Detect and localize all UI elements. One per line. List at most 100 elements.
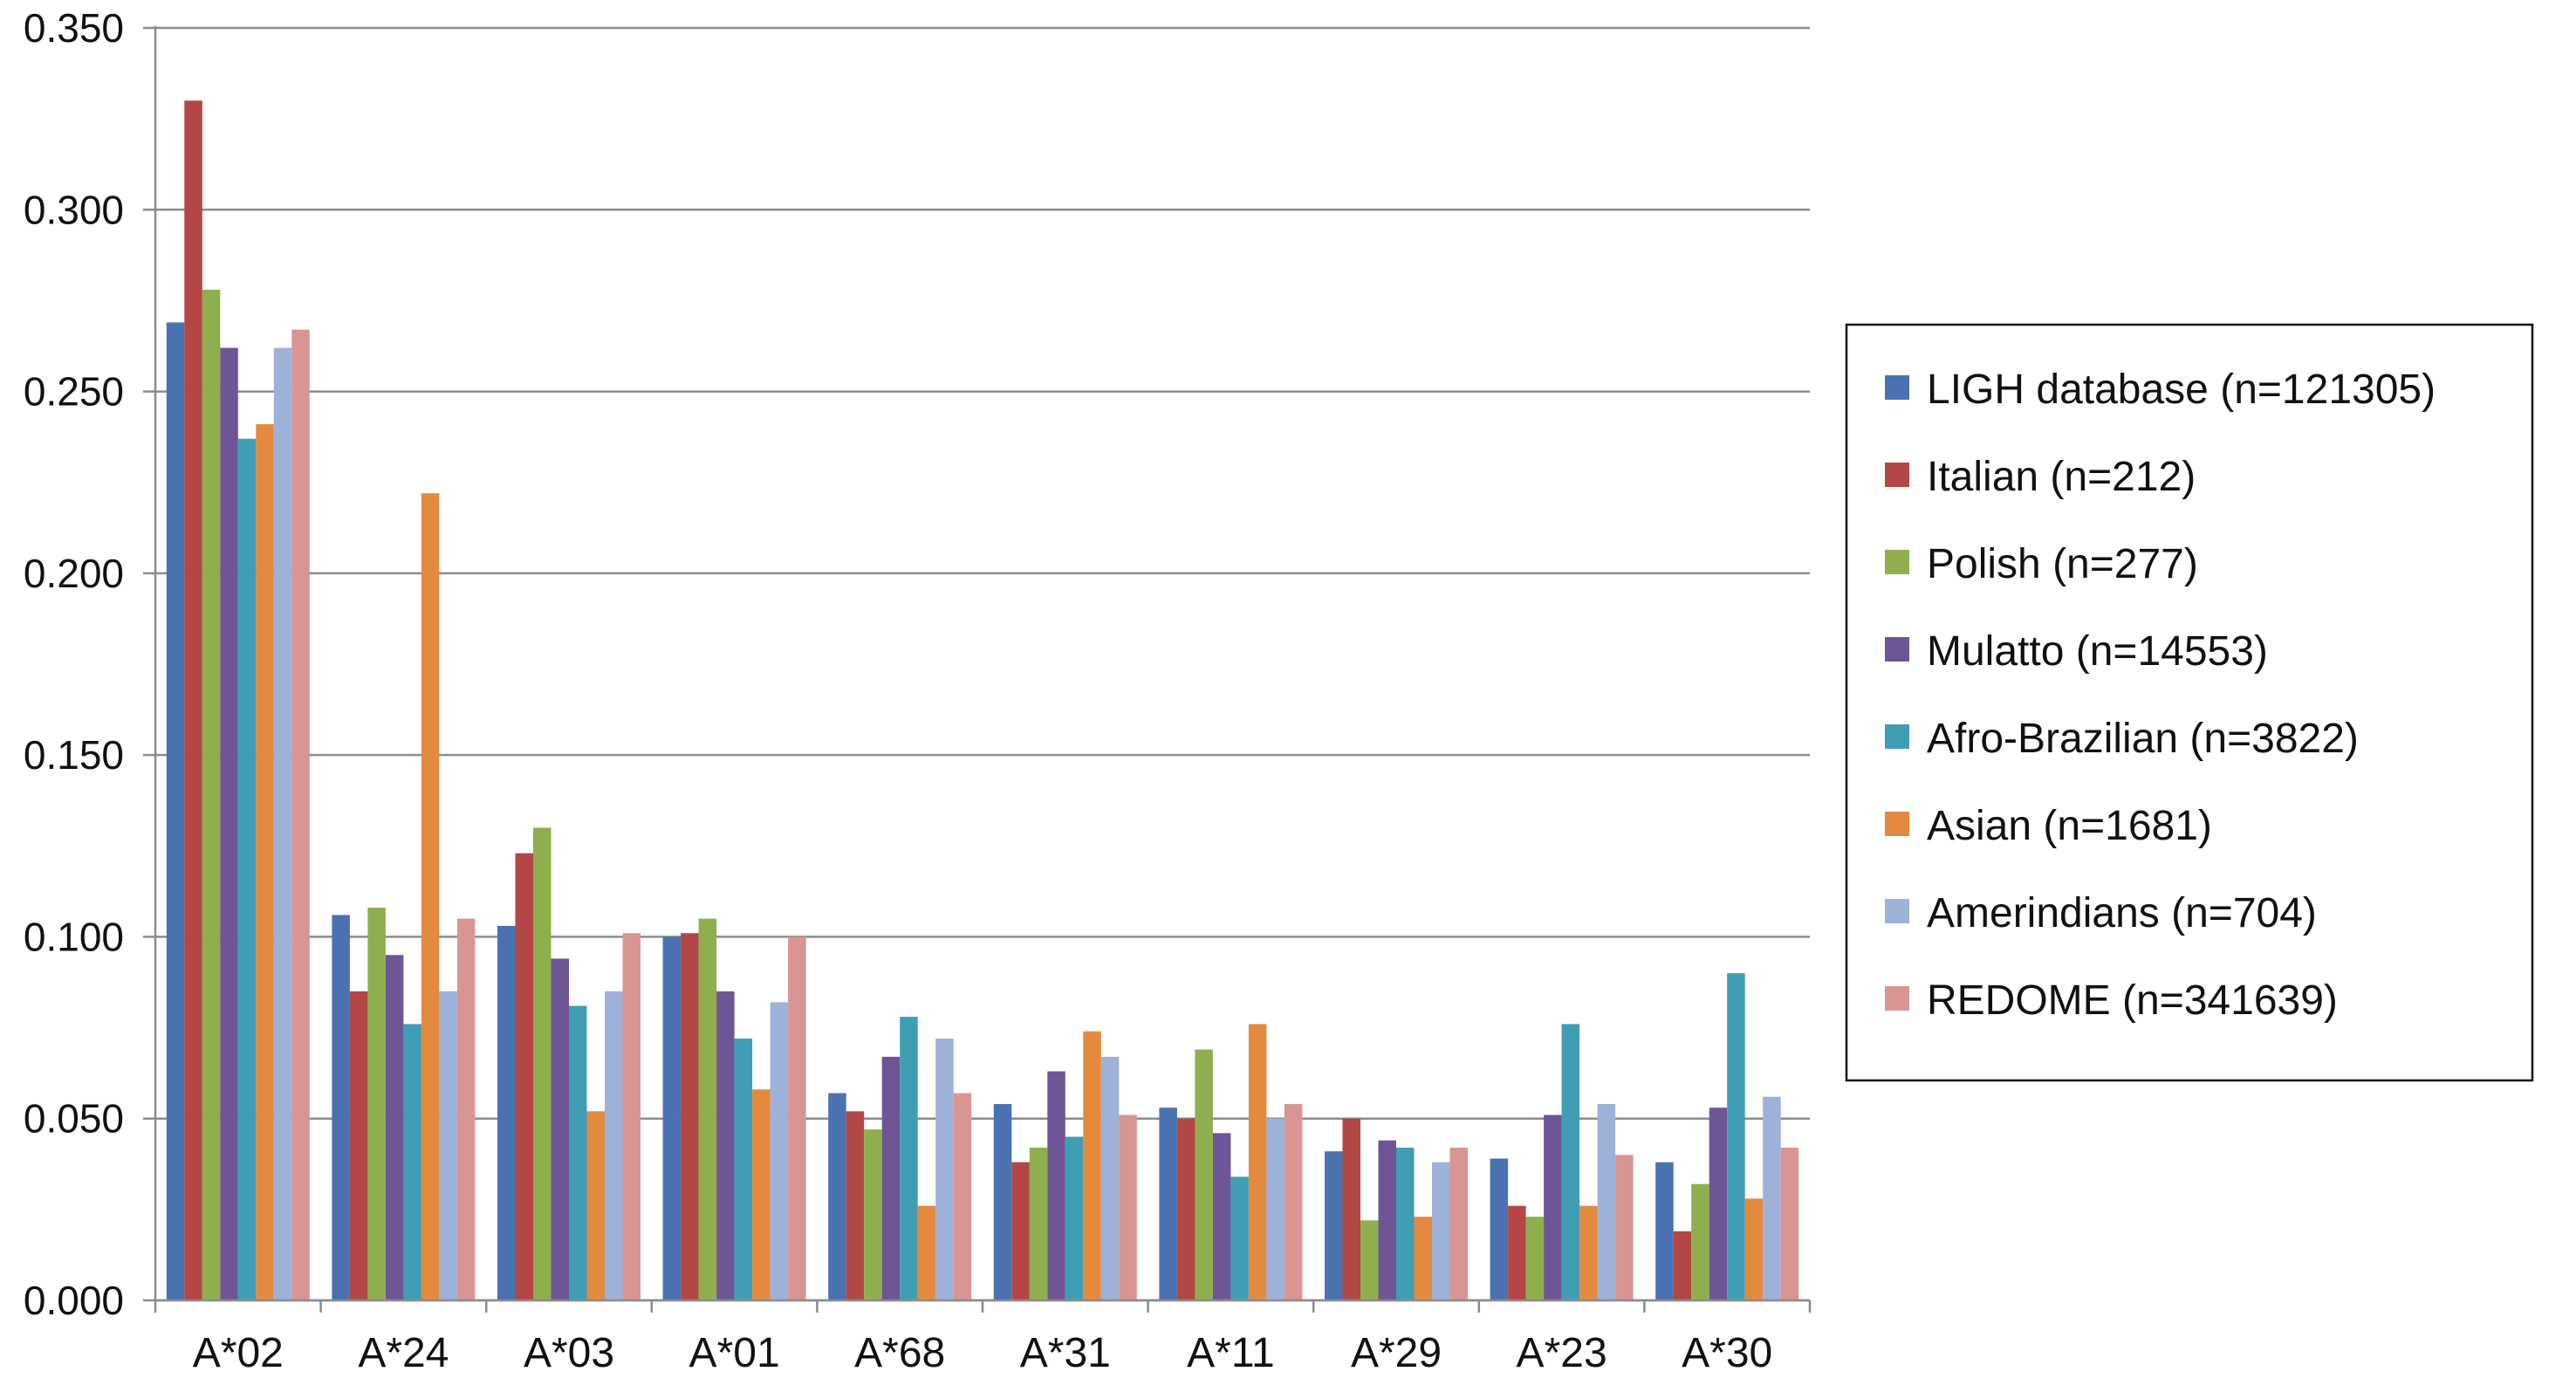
bar-A03-series-5 (586, 1111, 605, 1300)
bar-A24-series-2 (367, 908, 386, 1300)
legend-swatch (1885, 986, 1909, 1011)
bar-A02-series-4 (237, 438, 257, 1300)
bar-A23-series-7 (1615, 1155, 1634, 1300)
bar-A31-series-3 (1047, 1071, 1065, 1300)
bar-A31-series-4 (1065, 1136, 1084, 1300)
bar-A23-series-6 (1597, 1104, 1616, 1300)
bar-A23-series-0 (1490, 1158, 1509, 1300)
bar-A31-series-7 (1119, 1114, 1137, 1300)
bar-A03-series-0 (497, 925, 516, 1300)
bar-A11-series-4 (1230, 1176, 1249, 1300)
bar-A68-series-0 (828, 1093, 846, 1300)
bar-A02-series-5 (256, 424, 274, 1300)
bar-A02-series-6 (273, 347, 292, 1300)
bar-A24-series-3 (385, 955, 404, 1300)
bar-A23-series-1 (1508, 1205, 1526, 1300)
bar-A29-series-5 (1414, 1217, 1432, 1300)
legend-label: Amerindians (n=704) (1927, 890, 2317, 936)
bar-A29-series-1 (1342, 1118, 1360, 1300)
y-tick-label: 0.150 (24, 732, 124, 778)
bar-A29-series-4 (1396, 1148, 1415, 1300)
bar-A01-series-7 (788, 936, 806, 1300)
legend-label: REDOME (n=341639) (1927, 977, 2338, 1024)
bar-A11-series-0 (1159, 1107, 1177, 1300)
bar-A68-series-3 (881, 1056, 901, 1300)
legend-swatch (1885, 724, 1909, 749)
bar-A01-series-4 (734, 1039, 753, 1300)
y-tick-label: 0.200 (24, 551, 124, 596)
bar-A24-series-5 (421, 493, 440, 1300)
bar-A68-series-5 (917, 1205, 936, 1300)
bar-A30-series-1 (1673, 1231, 1692, 1300)
y-tick-label: 0.000 (24, 1278, 124, 1323)
y-tick-label: 0.050 (24, 1096, 124, 1142)
bar-A11-series-1 (1176, 1118, 1196, 1300)
bar-A03-series-2 (533, 827, 552, 1300)
bar-A02-series-2 (202, 289, 221, 1301)
legend-swatch (1885, 812, 1909, 836)
bar-A30-series-6 (1763, 1096, 1781, 1300)
bar-A29-series-6 (1432, 1162, 1450, 1300)
legend-swatch (1885, 463, 1909, 487)
bar-A11-series-5 (1248, 1024, 1267, 1300)
bar-A03-series-7 (622, 933, 641, 1300)
bar-A31-series-0 (993, 1104, 1012, 1300)
legend-label: Mulatto (n=14553) (1927, 628, 2268, 675)
bar-A11-series-2 (1195, 1049, 1213, 1300)
x-tick-label: A*02 (193, 1330, 284, 1376)
bar-A24-series-0 (332, 915, 350, 1300)
bar-A31-series-1 (1011, 1162, 1030, 1300)
bar-A11-series-3 (1212, 1133, 1231, 1300)
bar-A68-series-1 (846, 1111, 865, 1300)
x-tick-label: A*68 (854, 1330, 945, 1376)
x-tick-label: A*31 (1020, 1330, 1111, 1376)
legend-label: Italian (n=212) (1927, 454, 2196, 500)
bar-A02-series-1 (184, 100, 202, 1300)
bar-A30-series-7 (1780, 1148, 1799, 1300)
bar-A30-series-2 (1691, 1183, 1709, 1300)
x-tick-label: A*29 (1351, 1330, 1442, 1376)
bar-A24-series-4 (403, 1024, 421, 1300)
x-tick-label: A*24 (358, 1330, 449, 1376)
bar-A30-series-4 (1727, 973, 1745, 1300)
bar-A29-series-0 (1325, 1151, 1343, 1300)
x-tick-label: A*23 (1517, 1330, 1607, 1376)
bar-A01-series-5 (752, 1089, 771, 1300)
bar-A30-series-3 (1709, 1107, 1728, 1300)
bar-A31-series-6 (1100, 1056, 1120, 1300)
bar-A03-series-1 (515, 853, 533, 1300)
bar-A30-series-0 (1655, 1162, 1674, 1300)
y-tick-label: 0.300 (24, 187, 124, 232)
legend-swatch (1885, 550, 1909, 574)
bar-A01-series-0 (662, 936, 682, 1300)
legend-label: Afro-Brazilian (n=3822) (1927, 716, 2359, 762)
bar-A29-series-3 (1378, 1140, 1396, 1300)
bar-A68-series-4 (900, 1017, 918, 1300)
bar-A03-series-4 (569, 1005, 587, 1300)
bar-A31-series-5 (1083, 1031, 1101, 1300)
y-tick-label: 0.350 (24, 5, 124, 51)
legend-label: Asian (n=1681) (1927, 803, 2212, 849)
bar-A01-series-1 (681, 933, 699, 1300)
bar-A01-series-6 (770, 1002, 789, 1300)
bar-A11-series-7 (1284, 1104, 1303, 1300)
bar-A23-series-5 (1579, 1205, 1598, 1300)
x-tick-label: A*30 (1682, 1330, 1772, 1376)
bar-A03-series-3 (551, 958, 569, 1300)
bar-A02-series-7 (291, 329, 310, 1300)
legend-label: LIGH database (n=121305) (1927, 367, 2436, 413)
bar-A02-series-3 (220, 347, 238, 1300)
bars (166, 100, 1799, 1301)
legend-label: Polish (n=277) (1927, 541, 2198, 587)
bar-A24-series-7 (456, 918, 476, 1300)
bar-A68-series-2 (864, 1129, 882, 1300)
bar-A24-series-1 (349, 991, 368, 1300)
bar-A23-series-2 (1525, 1217, 1545, 1300)
x-tick-label: A*01 (689, 1330, 780, 1376)
bar-A68-series-6 (935, 1039, 954, 1300)
bar-A23-series-4 (1561, 1024, 1580, 1300)
legend-swatch (1885, 899, 1909, 923)
bar-A01-series-3 (716, 991, 735, 1300)
